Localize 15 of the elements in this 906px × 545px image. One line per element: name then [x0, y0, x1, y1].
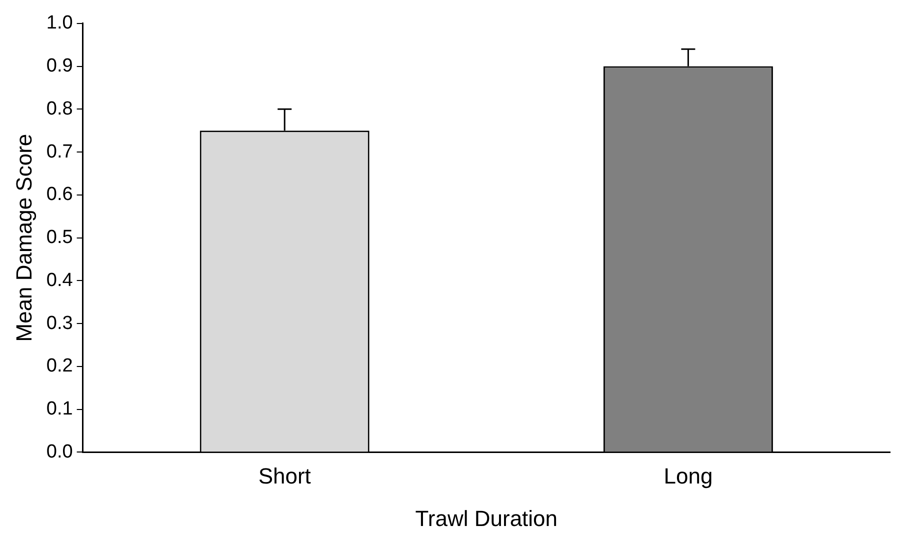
y-tick-label: 0.9 — [46, 56, 73, 77]
x-tick-label: Long — [664, 463, 713, 488]
y-tick-label: 0.2 — [46, 356, 73, 377]
y-tick-label: 1.0 — [46, 12, 73, 34]
y-tick-label: 0.4 — [46, 270, 74, 291]
y-tick-label: 0.5 — [46, 227, 73, 248]
y-axis-title: Mean Damage Score — [11, 134, 36, 342]
y-tick-label: 0.8 — [46, 98, 73, 120]
y-tick-label: 0.6 — [46, 184, 73, 206]
y-tick-label: 0.7 — [46, 141, 73, 162]
y-tick-label: 0.3 — [46, 312, 73, 334]
x-axis-title: Trawl Duration — [415, 506, 558, 531]
x-tick-label: Short — [258, 463, 311, 488]
y-tick-label: 0.0 — [46, 441, 73, 462]
y-tick-label: 0.1 — [46, 398, 73, 420]
